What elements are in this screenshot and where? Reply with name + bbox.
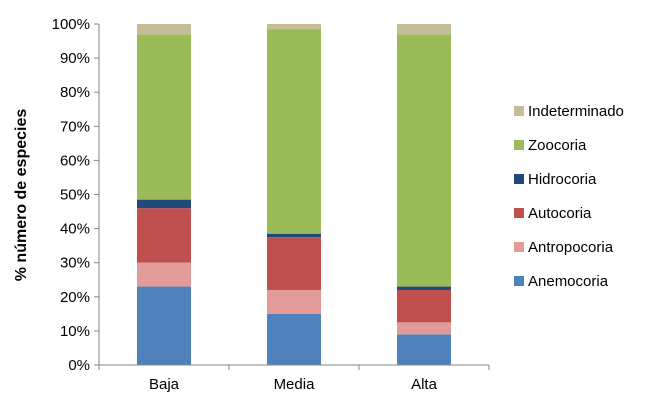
y-axis-title: % número de especies xyxy=(13,109,30,282)
y-tick-label: 20% xyxy=(60,289,90,306)
legend: Indeterminado Zoocoria Hidrocoria Autocoria… xyxy=(514,103,624,290)
bar-segment-anemocoria-baja xyxy=(137,286,191,365)
x-tick-label-alta: Alta xyxy=(411,376,438,393)
y-tick-label: 40% xyxy=(60,221,90,238)
x-tick-label-baja: Baja xyxy=(149,376,180,393)
legend-label-antropocoria: Antropocoria xyxy=(528,239,614,256)
legend-label-zoocoria: Zoocoria xyxy=(528,137,587,154)
legend-swatch-antropocoria xyxy=(514,242,524,252)
legend-label-hidrocoria: Hidrocoria xyxy=(528,171,597,188)
y-tick-label: 50% xyxy=(60,187,90,204)
bar-segment-autocoria-baja xyxy=(137,208,191,263)
legend-swatch-zoocoria xyxy=(514,140,524,150)
bar-segment-indeterminado-baja xyxy=(137,24,191,35)
legend-label-anemocoria: Anemocoria xyxy=(528,273,609,290)
bar-segment-zoocoria-baja xyxy=(137,34,191,200)
bar-segment-zoocoria-media xyxy=(267,29,321,234)
legend-swatch-indeterminado xyxy=(514,106,524,116)
y-tick-label: 10% xyxy=(60,323,90,340)
bar-segment-autocoria-media xyxy=(267,237,321,290)
legend-swatch-anemocoria xyxy=(514,276,524,286)
bar-segment-antropocoria-baja xyxy=(137,262,191,287)
y-tick-label: 100% xyxy=(52,16,90,33)
bar-segment-antropocoria-alta xyxy=(397,322,451,335)
bar-segment-anemocoria-alta xyxy=(397,334,451,365)
bar-segment-hidrocoria-alta xyxy=(397,286,451,290)
y-axis-ticks: 0% 10% 20% 30% 40% 50% 60% 70% 80% 90% 100% xyxy=(52,16,99,374)
y-tick-label: 60% xyxy=(60,152,90,169)
x-axis-ticks: Baja Media Alta xyxy=(98,365,490,393)
bars-layer xyxy=(137,24,451,365)
y-tick-label: 30% xyxy=(60,255,90,272)
legend-label-autocoria: Autocoria xyxy=(528,205,592,222)
bar-segment-anemocoria-media xyxy=(267,313,321,365)
legend-label-indeterminado: Indeterminado xyxy=(528,103,624,120)
y-tick-label: 80% xyxy=(60,84,90,101)
y-tick-label: 0% xyxy=(68,357,90,374)
legend-swatch-autocoria xyxy=(514,208,524,218)
y-tick-label: 70% xyxy=(60,118,90,135)
bar-segment-indeterminado-media xyxy=(267,24,321,30)
bar-segment-hidrocoria-media xyxy=(267,233,321,238)
bar-segment-autocoria-alta xyxy=(397,289,451,323)
y-tick-label: 90% xyxy=(60,50,90,67)
bar-segment-zoocoria-alta xyxy=(397,34,451,287)
bar-segment-antropocoria-media xyxy=(267,289,321,314)
bar-segment-hidrocoria-baja xyxy=(137,199,191,209)
bar-segment-indeterminado-alta xyxy=(397,24,451,35)
x-tick-label-media: Media xyxy=(274,376,316,393)
legend-swatch-hidrocoria xyxy=(514,174,524,184)
